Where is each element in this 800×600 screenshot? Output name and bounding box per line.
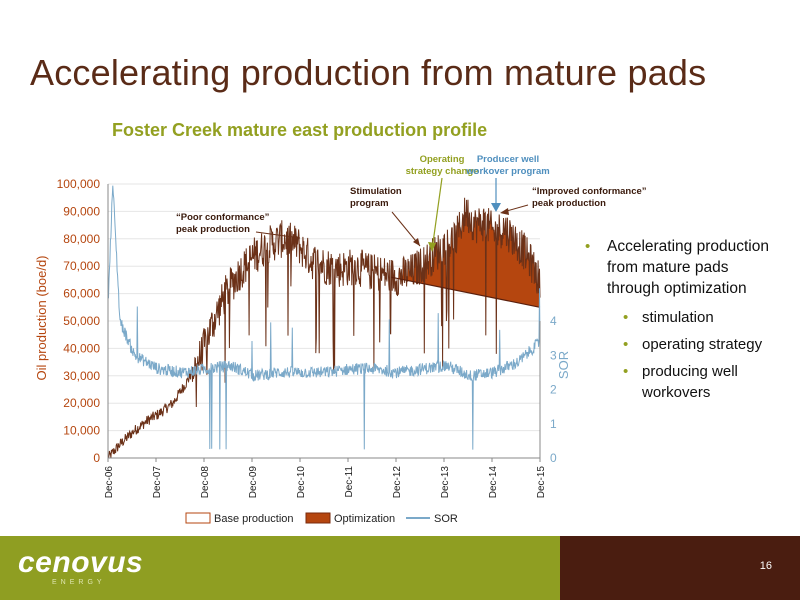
y-axis-title: Oil production (boe/d) [34, 255, 49, 380]
y-tick-label: 50,000 [63, 314, 100, 328]
sub-bullet-text: operating strategy [642, 336, 763, 353]
sor-line [107, 185, 541, 450]
footer-right-panel: 16 [560, 536, 800, 600]
arrow-head [293, 234, 300, 241]
legend-swatch-optimization [305, 512, 331, 524]
x-tick-label: Dec-12 [392, 466, 403, 499]
y2-tick-label: 3 [550, 348, 557, 362]
y2-tick-label: 0 [550, 451, 557, 465]
annotation-stimulation: Stimulation [350, 186, 402, 197]
logo-subtext: ENERGY [52, 579, 106, 586]
arrow-head [500, 208, 509, 215]
footer-bar: cenovus ENERGY 16 [0, 536, 800, 600]
y2-axis-title: SOR [556, 351, 571, 379]
y-tick-label: 90,000 [63, 204, 100, 218]
arrow-head [413, 238, 420, 246]
annotation-operating-2: strategy change [406, 166, 479, 177]
x-tick-label: Dec-13 [440, 466, 451, 499]
base-production-line [391, 276, 541, 308]
legend-label: Optimization [334, 513, 395, 525]
bullet-dot: • [585, 238, 591, 255]
chart-title: Foster Creek mature east production prof… [112, 120, 488, 140]
arrow-line [255, 231, 301, 239]
y-tick-label: 10,000 [63, 424, 100, 438]
y-tick-label: 20,000 [63, 396, 100, 410]
bullet-dot: • [623, 336, 629, 353]
cenovus-logo: cenovus [18, 546, 144, 579]
legend-label: SOR [434, 513, 458, 525]
y-tick-label: 30,000 [63, 369, 100, 383]
annotation-improved: “Improved conformance” [532, 186, 647, 197]
y-tick-label: 40,000 [63, 341, 100, 355]
x-tick-label: Dec-14 [488, 466, 499, 499]
chart-axes [107, 184, 541, 459]
sub-bullet: • producing well workovers [585, 361, 785, 403]
chart-annotations: “Poor conformance”peak productionStimula… [176, 154, 647, 252]
x-tick-label: Dec-11 [344, 466, 355, 498]
sub-bullet-list: • stimulation • operating strategy • produc… [585, 307, 785, 403]
chart-ticks: 0 10,000 20,000 30,000 40,000 50,000 60,000 70,… [57, 177, 557, 498]
sub-bullet: • operating strategy [585, 334, 785, 355]
bullet-list: • Accelerating production from mature pa… [585, 236, 785, 403]
y2-tick-label: 4 [550, 314, 557, 328]
y2-axis-label: SOR [556, 351, 571, 379]
chart-series [107, 185, 541, 459]
y2-tick-label: 1 [550, 417, 557, 431]
x-tick-label: Dec-07 [152, 466, 163, 499]
y-tick-label: 70,000 [63, 259, 100, 273]
bullet-dot: • [623, 363, 629, 380]
x-tick-label: Dec-08 [200, 466, 211, 499]
y-tick-label: 100,000 [57, 177, 101, 191]
x-tick-label: Dec-06 [104, 466, 115, 499]
bullet-main: • Accelerating production from mature pa… [585, 236, 785, 299]
y-tick-label: 80,000 [63, 232, 100, 246]
arrow-line [431, 177, 443, 251]
chart: Oil production (boe/d) SOR 0 10,000 20,000… [34, 154, 647, 525]
x-tick-label: Dec-10 [296, 466, 307, 499]
legend-label: Base production [214, 513, 294, 525]
y-tick-label: 60,000 [63, 287, 100, 301]
production-line [107, 197, 541, 459]
chart-legend: Base production Optimization SOR [185, 512, 458, 525]
y-axis-label: Oil production (boe/d) [34, 255, 49, 380]
page-number: 16 [759, 560, 772, 572]
sub-bullet-text: producing well workovers [642, 363, 738, 401]
annotation-workover-2: workover program [465, 166, 549, 177]
annotation-poor-conformance: “Poor conformance” [176, 212, 270, 223]
arrow-head [428, 242, 436, 252]
optimization-area [391, 197, 540, 308]
x-tick-label: Dec-15 [536, 466, 547, 499]
y-tick-label: 0 [93, 451, 100, 465]
sub-bullet-text: stimulation [642, 309, 714, 326]
annotation-workover: Producer well [477, 154, 539, 165]
y2-tick-label: 2 [550, 383, 557, 397]
arrow-head [491, 203, 501, 212]
slide-title: Accelerating production from mature pads [30, 52, 707, 93]
bullet-main-text: Accelerating production from mature pads… [607, 238, 769, 297]
annotation-improved-2: peak production [532, 198, 606, 209]
annotation-operating: Operating [420, 154, 465, 165]
x-tick-label: Dec-09 [248, 466, 259, 499]
legend-swatch-base [185, 512, 211, 524]
sub-bullet: • stimulation [585, 307, 785, 328]
bullet-dot: • [623, 309, 629, 326]
annotation-stimulation-2: program [350, 198, 389, 209]
annotation-poor-conformance-2: peak production [176, 224, 250, 235]
